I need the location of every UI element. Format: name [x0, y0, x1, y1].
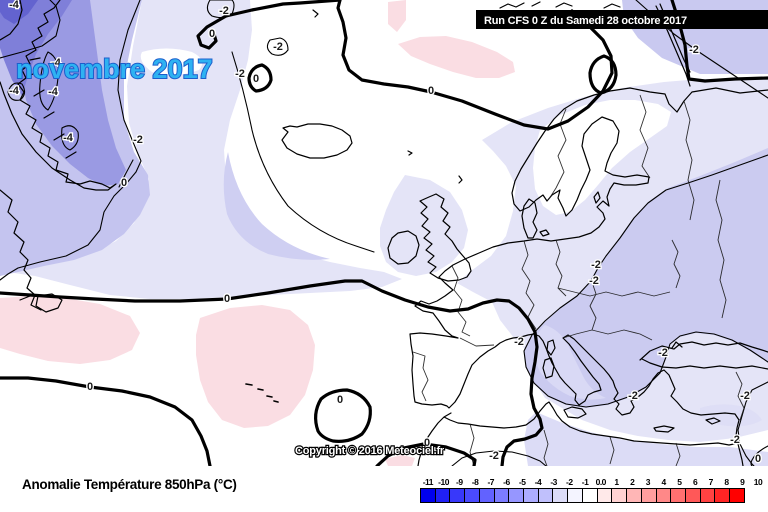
legend-color-box — [611, 488, 628, 503]
legend-color-box — [655, 488, 672, 503]
map-title: Anomalie Température 850hPa (°C) — [22, 477, 237, 492]
legend-color-box — [567, 488, 583, 503]
legend-value: 9 — [740, 477, 745, 487]
coastlines — [0, 0, 768, 466]
legend-value: -6 — [503, 477, 510, 487]
legend-value: -11 — [422, 477, 434, 487]
legend-color-box — [552, 488, 569, 503]
coast-newfoundland — [19, 293, 63, 313]
legend-color-box — [449, 488, 466, 503]
contour-label: 0 — [424, 437, 430, 449]
contour-label: -4 — [51, 57, 62, 69]
legend-color-box — [699, 488, 716, 503]
legend-value: 8 — [724, 477, 729, 487]
legend-color-box — [626, 488, 642, 503]
legend-color-box — [537, 488, 554, 503]
contour-label: -2 — [589, 275, 599, 287]
legend-value: 5 — [677, 477, 682, 487]
legend-color-box — [640, 488, 657, 503]
legend-value: 1 — [614, 477, 619, 487]
legend-color-box — [420, 488, 436, 503]
thick-contour-lines — [0, 0, 768, 466]
legend-value: 0.0 — [595, 477, 607, 487]
contour-label: 0 — [337, 394, 343, 406]
legend-color-box — [493, 488, 510, 503]
contour-label: -2 — [591, 259, 601, 271]
legend-value: -7 — [487, 477, 495, 487]
weather-map: -4 -4 -4 -4 -4 -2 -2 -2 -2 -2 0 0 0 0 0 0 0 0 0 -2 -2 -2 -2 -2 -… — [0, 0, 768, 466]
coast-iceland — [281, 123, 353, 159]
run-info-text: Run CFS 0 Z du Samedi 28 octobre 2017 — [484, 15, 687, 27]
contour-label: -2 — [219, 5, 229, 17]
legend-value: 2 — [630, 477, 635, 487]
legend-value: -4 — [534, 477, 542, 487]
coast-denmark — [521, 191, 601, 239]
contour-labels: -4 -4 -4 -4 -4 -2 -2 -2 -2 -2 0 0 0 0 0 0 0 0 0 -2 -2 -2 -2 -2 -… — [8, 0, 763, 466]
run-info-bar — [476, 10, 768, 29]
legend-value: -2 — [566, 477, 573, 487]
legend-color-box — [729, 488, 745, 503]
contour-label: -2 — [628, 390, 638, 402]
color-scale-legend: -11 -10 -9 -8 -7 -6 -5 -4 -3 -2 -1 0.0 1 2 3 4 5 6 7 8 9 10 — [420, 476, 767, 503]
legend-color-box — [508, 488, 525, 503]
coast-greenland — [0, 0, 117, 191]
contour-label: -2 — [689, 44, 699, 56]
coast-africa — [417, 401, 738, 466]
contour-label: 0 — [87, 381, 93, 393]
anomaly-shading — [0, 0, 768, 466]
legend-value: -8 — [471, 477, 479, 487]
contour-label: -2 — [514, 336, 524, 348]
contour-label: 0 — [755, 453, 761, 465]
contour-label: -4 — [63, 132, 74, 144]
coast-black-sea — [639, 341, 768, 370]
contour-label: -4 — [9, 0, 20, 11]
legend-color-box — [478, 488, 495, 503]
legend-value: 6 — [692, 477, 698, 487]
legend-color-box — [670, 488, 686, 503]
legend-color-box — [684, 488, 701, 503]
contour-label: -2 — [489, 450, 499, 462]
coast-baffin — [0, 0, 23, 41]
contour-label: 0 — [209, 28, 215, 40]
coast-small-islands — [312, 1, 621, 184]
contour-label: -2 — [740, 390, 750, 402]
contour-label: -2 — [273, 41, 283, 53]
coast-med-islands — [542, 339, 721, 433]
legend-value: -10 — [438, 477, 449, 487]
legend-boxes — [420, 488, 767, 503]
coast-britain — [419, 193, 472, 282]
legend-color-box — [434, 488, 451, 503]
legend-color-box — [464, 488, 480, 503]
legend-labels: -11 -10 -9 -8 -7 -6 -5 -4 -3 -2 -1 0.0 1 2 3 4 5 6 7 8 9 10 — [420, 476, 767, 488]
contour-label: -2 — [658, 347, 668, 359]
contour-label: -2 — [235, 68, 245, 80]
legend-color-box — [596, 488, 613, 503]
month-label: novembre 2017 — [16, 54, 213, 84]
contour-label: -2 — [730, 434, 740, 446]
legend-color-box — [523, 488, 539, 503]
contour-label: -4 — [9, 85, 20, 97]
legend-value: 3 — [645, 477, 651, 487]
contour-label: 0 — [253, 73, 259, 85]
legend-value: -9 — [456, 477, 463, 487]
legend-value: -1 — [581, 477, 589, 487]
legend-value: 10 — [753, 477, 763, 487]
copyright-text: Copyright © 2016 Meteociel.fr — [295, 445, 445, 457]
legend-value: 4 — [661, 477, 667, 487]
contour-label: 0 — [224, 293, 230, 305]
coast-europe-mainland — [409, 87, 768, 466]
contour-label: -2 — [133, 134, 143, 146]
legend-value: -5 — [518, 477, 526, 487]
legend-value: -3 — [550, 477, 557, 487]
legend-value: 7 — [708, 477, 714, 487]
contour-label: -4 — [48, 86, 59, 98]
azores-islands — [245, 383, 279, 403]
coast-ireland — [387, 230, 420, 265]
contour-label: 0 — [428, 85, 434, 97]
legend-color-box — [714, 488, 731, 503]
contour-label: 0 — [121, 177, 127, 189]
legend-color-box — [581, 488, 598, 503]
